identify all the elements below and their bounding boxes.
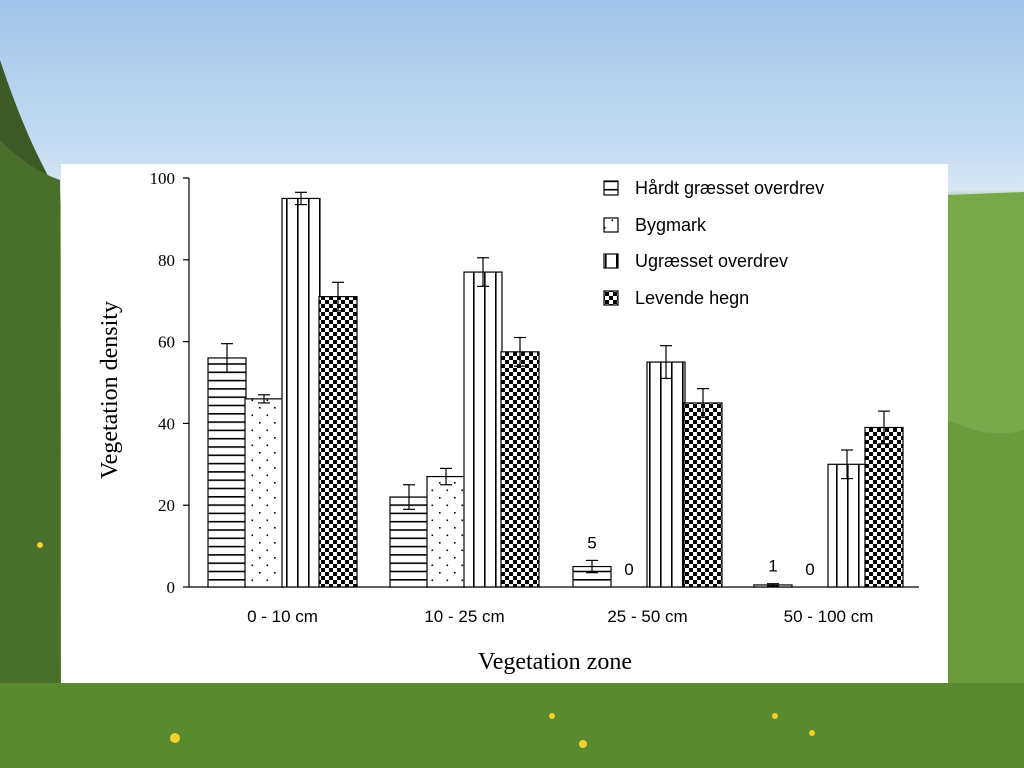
error-bar [477, 257, 489, 287]
legend-label: Hårdt græsset overdrev [635, 178, 824, 198]
y-tick-label: 100 [150, 169, 176, 188]
y-tick-label: 80 [158, 251, 175, 270]
bar [207, 357, 247, 588]
legend: Hårdt græsset overdrev Bygmark Ugræsset ov… [603, 178, 824, 308]
data-label: 0 [624, 560, 633, 579]
error-bar [660, 345, 672, 380]
legend-swatch [603, 217, 619, 233]
category-label: 50 - 100 cm [784, 607, 874, 626]
bar-chart: 0 20 40 60 80 100 5 0 1 0 0 - 10 cm 10 - 25 cm 25 … [97, 169, 919, 675]
error-bar [440, 467, 452, 486]
legend-label: Levende hegn [635, 288, 749, 308]
chart-panel: 0 20 40 60 80 100 5 0 1 0 0 - 10 cm 10 - 25 cm 25 … [61, 164, 948, 683]
bar [827, 463, 867, 588]
error-bar [295, 191, 307, 206]
y-axis-title: Vegetation density [97, 301, 123, 479]
bar [389, 496, 429, 588]
x-axis-title: Vegetation zone [478, 649, 632, 675]
y-tick-label: 60 [158, 333, 175, 352]
bar [864, 426, 904, 588]
bar [281, 197, 321, 588]
bar [318, 296, 358, 588]
bar [646, 361, 686, 588]
legend-item: Ugræsset overdrev [603, 251, 788, 271]
legend-swatch [603, 180, 619, 196]
error-bar [332, 281, 344, 312]
data-label: 1 [768, 557, 777, 576]
legend-item: Levende hegn [603, 288, 749, 308]
error-bar [221, 343, 233, 373]
legend-item: Hårdt græsset overdrev [603, 178, 824, 198]
legend-item: Bygmark [603, 215, 707, 235]
bar [463, 271, 503, 588]
bar [426, 475, 466, 588]
category-label: 0 - 10 cm [247, 607, 318, 626]
category-label: 10 - 25 cm [424, 607, 504, 626]
error-bar [403, 484, 415, 510]
error-bar [878, 410, 890, 445]
error-bar [767, 583, 779, 587]
data-label: 0 [805, 560, 814, 579]
bar [244, 398, 284, 588]
error-bar [697, 388, 709, 418]
error-bar [586, 559, 598, 574]
legend-label: Ugræsset overdrev [635, 251, 788, 271]
legend-swatch [603, 290, 619, 306]
y-tick-label: 40 [158, 414, 175, 433]
data-label: 5 [587, 533, 596, 552]
y-tick-label: 20 [158, 496, 175, 515]
error-bar [258, 394, 270, 404]
y-tick-label: 0 [167, 578, 176, 597]
error-bar [514, 336, 526, 367]
bar [683, 402, 723, 588]
legend-swatch [603, 253, 619, 269]
category-label: 25 - 50 cm [607, 607, 687, 626]
bar [500, 351, 540, 588]
legend-label: Bygmark [635, 215, 707, 235]
error-bar [841, 449, 853, 480]
